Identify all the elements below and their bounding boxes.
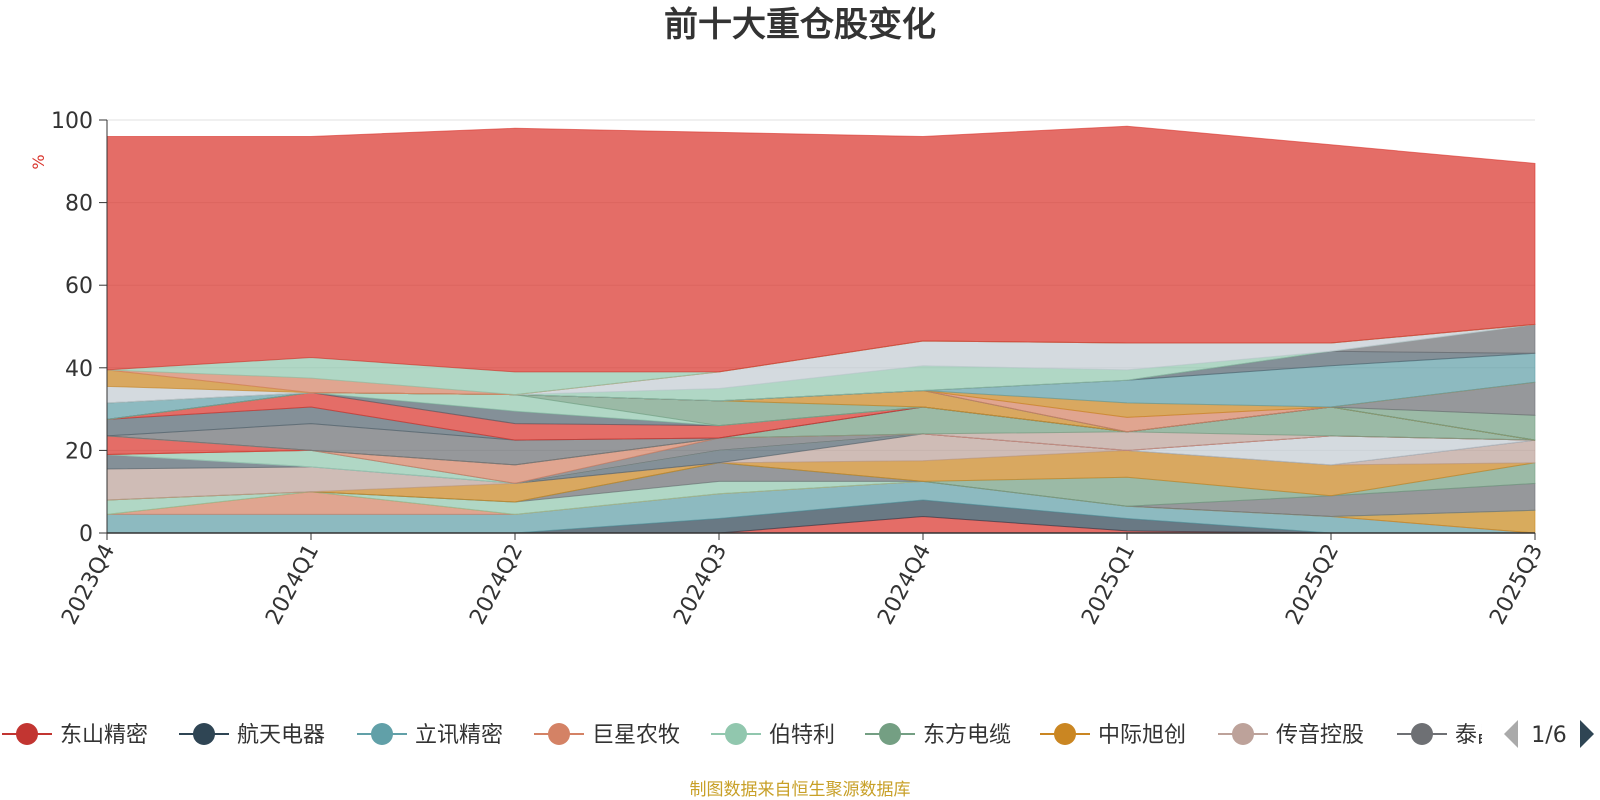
x-tick-label: 2025Q1 xyxy=(1077,540,1140,629)
legend-item[interactable]: 东方电缆 xyxy=(865,723,1011,748)
legend-dot-icon xyxy=(16,723,38,745)
y-axis-unit: % xyxy=(29,154,48,169)
x-tick-label: 2024Q4 xyxy=(873,540,936,629)
legend-pager: 1/6 xyxy=(1504,720,1594,748)
x-tick-label: 2024Q1 xyxy=(261,540,324,629)
legend-dot-icon xyxy=(193,723,215,745)
stacked-areas xyxy=(106,125,1536,534)
legend-item[interactable]: 立讯精密 xyxy=(357,723,503,748)
legend-label: 传音控股 xyxy=(1276,723,1364,748)
legend-item[interactable]: 传音控股 xyxy=(1218,723,1364,748)
legend-label: 立讯精密 xyxy=(415,723,503,748)
legend-label: 巨星农牧 xyxy=(592,723,680,748)
area-series-37 xyxy=(106,125,1536,373)
x-tick-label: 2024Q2 xyxy=(465,540,528,629)
legend-items: 东山精密 航天电器 立讯精密 巨星农牧 伯特利 东方电缆 中际旭创 传音控股 泰晶科技 xyxy=(2,723,1543,748)
legend-dot-icon xyxy=(1411,723,1433,745)
legend-label: 泰晶科技 xyxy=(1455,723,1543,748)
legend-item[interactable]: 东山精密 xyxy=(2,723,148,748)
legend-prev-icon[interactable] xyxy=(1504,720,1518,748)
x-tick-label: 2024Q3 xyxy=(669,540,732,629)
legend-page-indicator: 1/6 xyxy=(1531,723,1566,748)
y-tick-label: 0 xyxy=(79,522,93,547)
legend-next-icon[interactable] xyxy=(1580,720,1594,748)
chart-title: 前十大重仓股变化 xyxy=(664,5,936,45)
x-tick-label: 2023Q4 xyxy=(57,540,120,629)
legend-dot-icon xyxy=(371,723,393,745)
legend-dot-icon xyxy=(879,723,901,745)
legend-dot-icon xyxy=(1054,723,1076,745)
legend-item[interactable]: 航天电器 xyxy=(179,723,325,748)
x-tick-label: 2025Q2 xyxy=(1281,540,1344,629)
y-tick-label: 40 xyxy=(65,357,93,382)
legend-dot-icon xyxy=(548,723,570,745)
y-tick-label: 80 xyxy=(65,192,93,217)
legend-dot-icon xyxy=(1232,723,1254,745)
legend: 东山精密 航天电器 立讯精密 巨星农牧 伯特利 东方电缆 中际旭创 传音控股 泰晶科技 xyxy=(2,723,1543,748)
legend-item[interactable]: 中际旭创 xyxy=(1040,723,1186,748)
legend-dot-icon xyxy=(725,723,747,745)
y-tick-label: 100 xyxy=(51,109,93,134)
legend-label: 中际旭创 xyxy=(1098,723,1186,748)
legend-item[interactable]: 泰晶科技 xyxy=(1397,723,1543,748)
source-note: 制图数据来自恒生聚源数据库 xyxy=(690,780,911,800)
legend-label: 东山精密 xyxy=(60,723,148,748)
y-tick-label: 60 xyxy=(65,274,93,299)
legend-label: 东方电缆 xyxy=(923,723,1011,748)
legend-label: 伯特利 xyxy=(769,723,835,748)
legend-item[interactable]: 巨星农牧 xyxy=(534,723,680,748)
x-tick-label: 2025Q3 xyxy=(1485,540,1548,629)
legend-label: 航天电器 xyxy=(237,723,325,748)
legend-item[interactable]: 伯特利 xyxy=(711,723,835,748)
y-tick-label: 20 xyxy=(65,439,93,464)
